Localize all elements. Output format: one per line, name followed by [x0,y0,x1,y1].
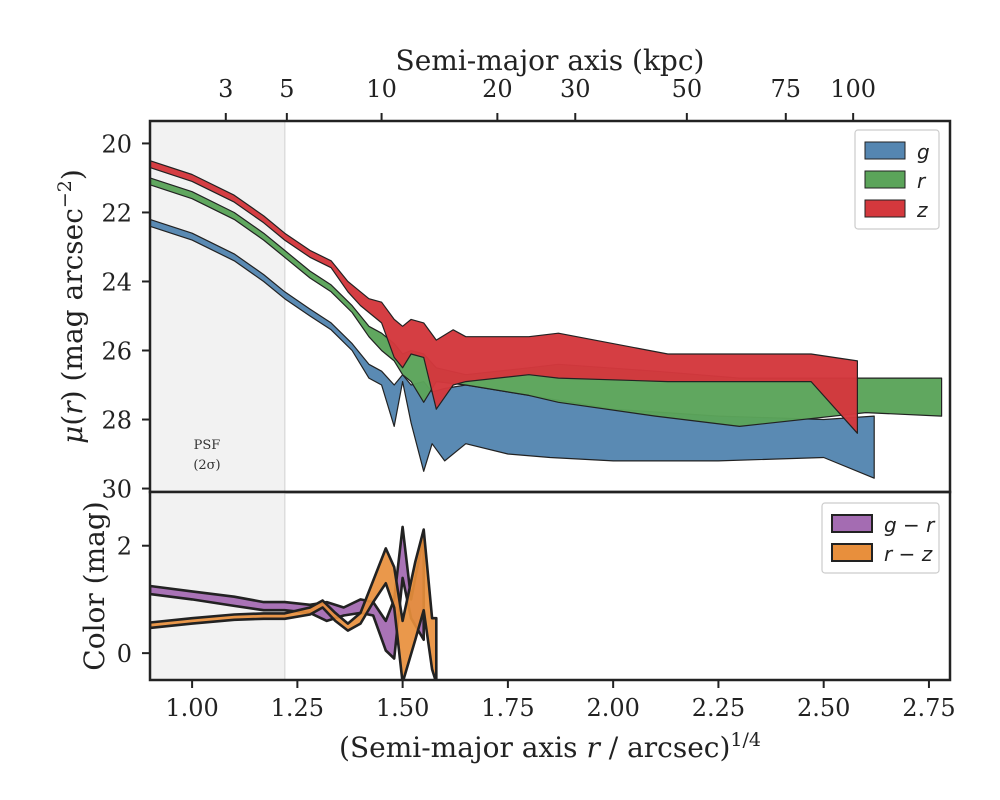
kpc-tick-label: 10 [366,75,397,103]
psf-sigma-label: (2σ) [193,458,220,473]
color-legend: g − r r − z [821,502,940,574]
y-tick-label: 22 [101,199,132,227]
legend-swatch-1 [831,543,873,562]
bottom-panel-frame [148,490,952,682]
kpc-tick-label: 30 [560,75,591,103]
legend-label-1: r − z [884,542,933,566]
kpc-tick-label: 5 [279,75,294,103]
kpc-top-axis-ticks: 3 5 10 20 30 50 75 100 [218,75,876,121]
color-y-tick-label: 0 [117,640,132,668]
y-tick-label: 20 [101,130,132,158]
band-z-fill [149,160,858,434]
x-tick-label: 2.00 [586,694,639,722]
x-tick-label: 1.75 [481,694,534,722]
surface-brightness-y-ticks: 20 22 24 26 28 30 [101,130,150,504]
x-axis-label: (Semi-major axis r / arcsec)1/4 [339,729,761,764]
x-tick-label: 1.25 [271,694,324,722]
legend-swatch-0 [864,141,906,160]
color-axis-label: Color (mag) [78,501,111,670]
surface-brightness-axis-label: μ(r) (mag arcsec−2) [54,169,89,444]
psf-annotation: PSF (2σ) [193,438,220,473]
color-y-tick-label: 2 [117,533,132,561]
legend-label-0: g − r [884,513,936,537]
top-axis-title: Semi-major axis (kpc) [396,44,705,77]
y-tick-label: 24 [101,268,132,296]
band-g-fill [149,218,875,479]
y-tick-label: 30 [101,476,132,504]
color-r-z-fill [150,528,438,680]
kpc-tick-label: 50 [672,75,703,103]
legend-label-1: r [917,169,927,193]
kpc-tick-label: 100 [830,75,876,103]
legend-swatch-0 [831,514,873,533]
legend-swatch-1 [864,170,906,189]
surface-brightness-panel: 20 22 24 26 28 30 3 5 10 20 30 50 75 100 Semi-major … [54,44,952,504]
band-legend: grz [854,129,940,230]
color-bands [150,525,438,680]
legend-label-2: z [916,198,928,222]
color-y-ticks: 02 [117,533,150,668]
legend-swatch-2 [864,199,906,218]
psf-shaded-region-bottom [150,492,285,680]
kpc-tick-label: 3 [218,75,233,103]
x-tick-label: 1.00 [165,694,218,722]
kpc-tick-label: 75 [771,75,802,103]
psf-label: PSF [194,438,221,453]
x-tick-label: 2.75 [902,694,955,722]
y-tick-label: 28 [101,407,132,435]
color-profile-panel: 02 1.00 1.25 1.50 1.75 2.00 2.25 2.50 2.75 Colo… [78,490,956,764]
y-tick-label: 26 [101,338,132,366]
legend-label-0: g [917,140,930,164]
x-tick-label: 1.50 [376,694,429,722]
kpc-tick-label: 20 [482,75,513,103]
x-tick-label: 2.25 [692,694,745,722]
psf-shaded-region [150,121,285,492]
x-tick-label: 2.50 [797,694,850,722]
r14-x-ticks: 1.00 1.25 1.50 1.75 2.00 2.25 2.50 2.75 [165,680,956,722]
profile-bands [149,160,943,479]
